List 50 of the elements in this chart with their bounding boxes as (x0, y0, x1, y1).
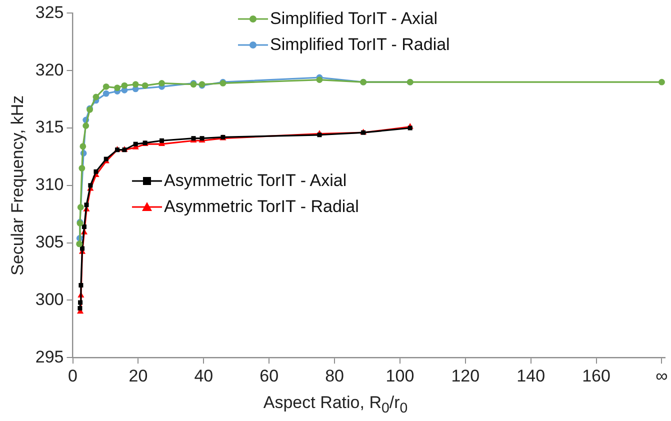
point (114, 84, 120, 92)
x-tick-label: 20 (128, 366, 148, 386)
point (78, 300, 83, 305)
y-tick-label: 325 (35, 2, 64, 22)
x-tick-label: 40 (194, 366, 214, 386)
point (94, 169, 98, 174)
y-tick-label: 300 (35, 290, 64, 309)
point (77, 204, 84, 210)
point (82, 224, 86, 229)
x-tick-label: 140 (516, 366, 546, 386)
point (132, 81, 139, 88)
point (80, 246, 85, 251)
legend-label: Asymmetric TorIT - Axial (164, 171, 347, 191)
point (102, 90, 110, 97)
x-tick-label: 160 (582, 366, 610, 386)
point (142, 82, 148, 89)
y-tick-label: 320 (35, 60, 64, 80)
x-tick-label: 100 (386, 366, 414, 386)
point (316, 76, 323, 83)
x-tick-label: ∞ (656, 366, 668, 386)
point (408, 126, 412, 130)
x-tick-label: 120 (451, 366, 480, 386)
point (658, 78, 665, 86)
legend-label: Simplified TorIT - Axial (270, 9, 438, 29)
x-tick-label: 0 (68, 366, 78, 386)
point (76, 240, 83, 248)
point (102, 83, 110, 90)
point (88, 183, 93, 188)
y-tick-label: 305 (35, 232, 64, 252)
point (84, 202, 89, 208)
y-axis-title: Secular Frequency, kHz (8, 95, 27, 276)
legend-label: Simplified TorIT - Radial (270, 35, 450, 55)
point (78, 283, 84, 288)
point (80, 143, 86, 150)
legend-label: Asymmetric TorIT - Radial (164, 197, 359, 217)
point (160, 138, 164, 143)
point (133, 142, 138, 146)
point (78, 164, 86, 172)
x-axis-title: Aspect Ratio, R$_{0}$/r$_{0}$ (262, 393, 409, 416)
x-tick-label: 80 (325, 366, 344, 386)
point (317, 132, 322, 138)
x-tick-label: 60 (260, 366, 279, 386)
y-tick-label: 310 (35, 175, 64, 194)
point (82, 122, 90, 129)
y-tick-label: 315 (35, 118, 64, 137)
point (92, 94, 100, 100)
point (121, 82, 128, 89)
point (78, 306, 82, 310)
y-tick-label: 295 (35, 347, 64, 366)
point (158, 80, 165, 86)
